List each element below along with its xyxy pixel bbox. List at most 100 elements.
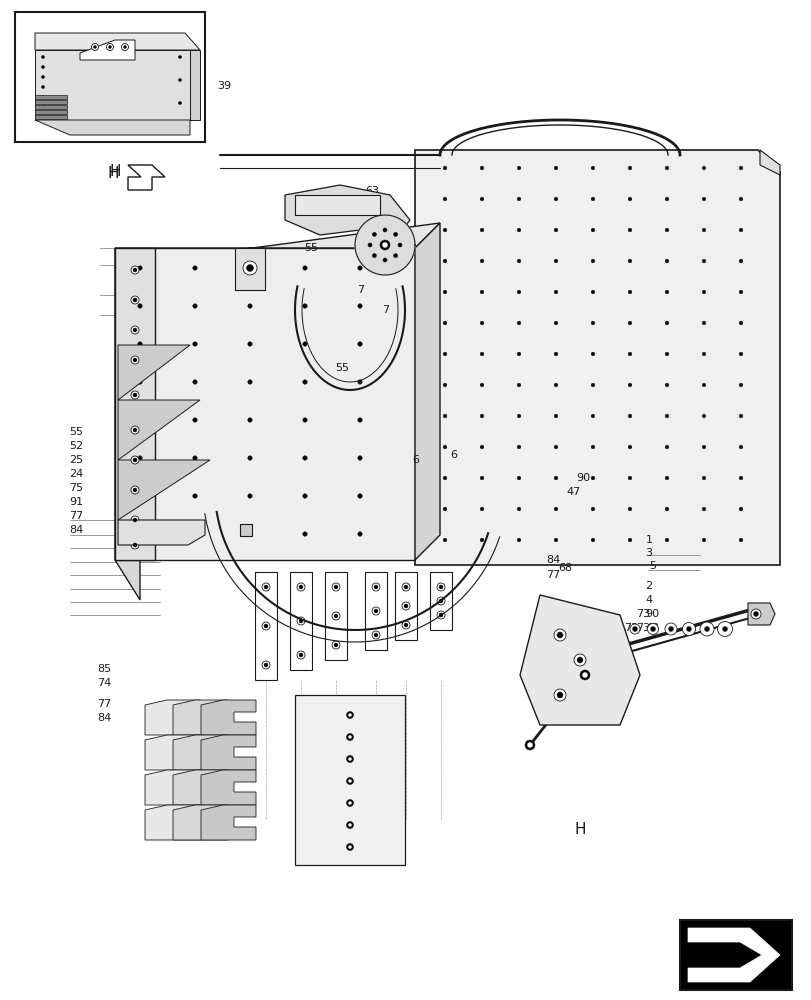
Circle shape [573, 654, 586, 666]
Circle shape [109, 45, 111, 48]
Circle shape [138, 342, 142, 346]
Circle shape [738, 228, 742, 232]
Circle shape [247, 264, 253, 271]
Circle shape [664, 259, 668, 263]
Polygon shape [118, 520, 204, 545]
Circle shape [738, 352, 742, 356]
Text: 77: 77 [546, 570, 560, 580]
Circle shape [738, 321, 742, 325]
Polygon shape [15, 12, 204, 142]
Circle shape [685, 626, 691, 632]
Circle shape [192, 304, 197, 308]
Circle shape [554, 228, 557, 232]
Circle shape [628, 383, 631, 387]
Circle shape [178, 79, 182, 82]
Text: 43: 43 [645, 623, 659, 633]
Circle shape [131, 486, 139, 494]
Polygon shape [324, 572, 346, 660]
Text: 3: 3 [645, 548, 652, 558]
Polygon shape [201, 700, 255, 735]
Circle shape [479, 445, 483, 449]
Circle shape [738, 166, 742, 170]
Polygon shape [240, 524, 251, 536]
Circle shape [590, 476, 594, 480]
Polygon shape [234, 248, 264, 290]
Circle shape [397, 243, 401, 247]
Circle shape [298, 619, 303, 623]
Circle shape [346, 756, 353, 762]
Circle shape [192, 494, 197, 498]
Text: 90: 90 [576, 473, 590, 483]
Circle shape [358, 494, 362, 498]
Circle shape [404, 585, 407, 589]
Circle shape [138, 266, 142, 270]
Circle shape [348, 801, 351, 805]
Circle shape [702, 197, 705, 201]
Circle shape [333, 585, 337, 589]
Circle shape [525, 740, 534, 750]
Circle shape [517, 383, 520, 387]
Circle shape [439, 585, 443, 589]
Circle shape [133, 328, 137, 332]
Circle shape [393, 254, 397, 258]
Circle shape [401, 602, 410, 610]
Circle shape [632, 626, 637, 632]
Circle shape [517, 321, 520, 325]
Circle shape [738, 414, 742, 418]
Text: 7: 7 [357, 285, 364, 295]
Circle shape [303, 532, 307, 536]
Circle shape [383, 228, 387, 232]
Text: 95: 95 [561, 622, 575, 632]
Circle shape [436, 611, 444, 619]
Circle shape [443, 321, 446, 325]
Circle shape [346, 734, 353, 740]
Circle shape [443, 228, 446, 232]
Circle shape [383, 258, 387, 262]
Circle shape [650, 626, 654, 632]
Circle shape [367, 243, 371, 247]
Circle shape [702, 476, 705, 480]
Polygon shape [414, 150, 779, 565]
Circle shape [133, 488, 137, 492]
Circle shape [303, 494, 307, 498]
Text: 47: 47 [565, 487, 580, 497]
Text: 72: 72 [624, 623, 638, 633]
Circle shape [738, 507, 742, 511]
Circle shape [590, 197, 594, 201]
Circle shape [750, 609, 760, 619]
Polygon shape [290, 572, 311, 670]
Circle shape [131, 456, 139, 464]
Polygon shape [35, 95, 67, 99]
Polygon shape [354, 215, 414, 275]
Circle shape [702, 228, 705, 232]
Circle shape [699, 622, 713, 636]
Circle shape [554, 166, 557, 170]
Circle shape [41, 76, 45, 79]
Circle shape [479, 290, 483, 294]
Circle shape [664, 321, 668, 325]
Circle shape [138, 418, 142, 422]
Polygon shape [145, 805, 200, 840]
Circle shape [393, 232, 397, 236]
Circle shape [439, 613, 443, 617]
Circle shape [93, 45, 97, 48]
Circle shape [517, 414, 520, 418]
Circle shape [628, 166, 631, 170]
Circle shape [517, 352, 520, 356]
Circle shape [590, 414, 594, 418]
Circle shape [702, 507, 705, 511]
Circle shape [138, 494, 142, 498]
Polygon shape [255, 572, 277, 680]
Circle shape [553, 689, 565, 701]
Circle shape [41, 66, 45, 68]
Circle shape [702, 321, 705, 325]
Circle shape [247, 456, 252, 460]
Circle shape [443, 414, 446, 418]
Circle shape [664, 476, 668, 480]
Circle shape [517, 166, 520, 170]
Circle shape [738, 538, 742, 542]
Circle shape [554, 445, 557, 449]
Circle shape [664, 445, 668, 449]
Circle shape [133, 393, 137, 397]
Polygon shape [115, 248, 414, 560]
